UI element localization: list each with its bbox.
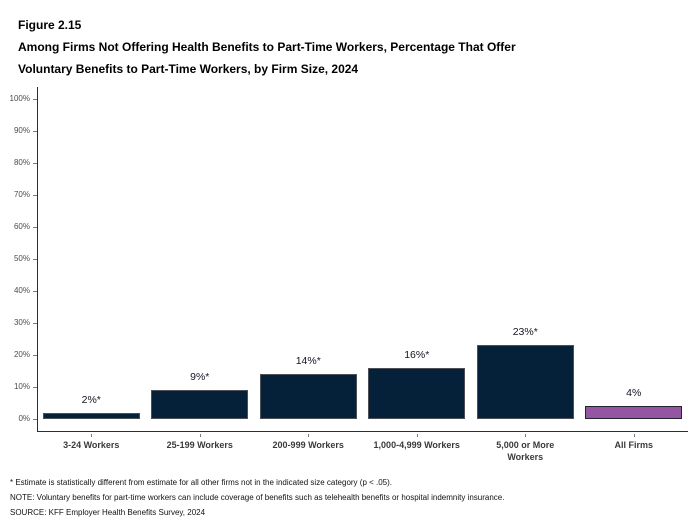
- x-axis-tick: [525, 433, 527, 437]
- y-axis-tick: [32, 195, 37, 196]
- y-axis-tick: [32, 291, 37, 292]
- y-axis-tick: [32, 131, 37, 132]
- plot-panel: [37, 87, 688, 432]
- x-axis-category-label: 3-24 Workers: [63, 440, 120, 450]
- y-axis-tick-label: 10%: [13, 382, 30, 391]
- bar: [476, 345, 574, 419]
- y-axis-tick-label: 70%: [13, 190, 30, 199]
- bar-value-label: 4%: [626, 387, 642, 400]
- y-axis-tick-label: 50%: [13, 254, 30, 263]
- y-axis-tick: [32, 163, 37, 164]
- x-axis-tick: [91, 433, 93, 437]
- bar-value-label: 9%*: [190, 371, 210, 384]
- bar: [42, 412, 140, 419]
- footnote-estimate: * Estimate is statistically different fr…: [10, 478, 393, 487]
- figure-number: Figure 2.15: [18, 18, 82, 32]
- y-axis-tick: [32, 323, 37, 324]
- y-axis-tick: [32, 227, 37, 228]
- figure-title-line-2: Voluntary Benefits to Part-Time Workers,…: [18, 62, 359, 76]
- x-axis-category-label: 200-999 Workers: [272, 440, 344, 450]
- bar-value-label: 2%*: [81, 393, 101, 406]
- y-axis-tick: [32, 419, 37, 420]
- x-axis-tick: [633, 433, 635, 437]
- y-axis-tick-label: 30%: [13, 318, 30, 327]
- x-axis-category-label: 25-199 Workers: [166, 440, 233, 450]
- y-axis-tick-label: 90%: [13, 126, 30, 135]
- y-axis-tick-label: 80%: [13, 158, 30, 167]
- x-axis-tick: [416, 433, 418, 437]
- y-axis-tick: [32, 355, 37, 356]
- y-axis-tick-label: 100%: [9, 94, 30, 103]
- bar: [259, 374, 357, 419]
- y-axis-tick-label: 20%: [13, 350, 30, 359]
- bar: [151, 390, 249, 419]
- y-axis-tick-label: 60%: [13, 222, 30, 231]
- y-axis-tick: [32, 387, 37, 388]
- footnote-note: NOTE: Voluntary benefits for part-time w…: [10, 493, 505, 502]
- figure-header: Figure 2.15 Among Firms Not Offering Hea…: [18, 14, 516, 80]
- x-axis-category-label: 1,000-4,999 Workers: [373, 440, 460, 450]
- footnote-source: SOURCE: KFF Employer Health Benefits Sur…: [10, 508, 206, 517]
- y-axis-tick-label: 40%: [13, 286, 30, 295]
- x-axis-category-label: 5,000 or More Workers: [496, 440, 555, 462]
- bar: [585, 406, 683, 419]
- bar-value-label: 14%*: [295, 355, 321, 368]
- y-axis-tick: [32, 259, 37, 260]
- x-axis-tick: [308, 433, 310, 437]
- bar: [368, 367, 466, 419]
- bar-value-label: 23%*: [512, 326, 538, 339]
- y-axis-tick-label: 0%: [18, 414, 30, 423]
- y-axis-tick: [32, 99, 37, 100]
- x-axis-category-label: All Firms: [614, 440, 653, 450]
- bar-value-label: 16%*: [404, 348, 430, 361]
- figure-title-line-1: Among Firms Not Offering Health Benefits…: [18, 40, 516, 54]
- x-axis-tick: [199, 433, 201, 437]
- footnotes: * Estimate is statistically different fr…: [10, 475, 504, 520]
